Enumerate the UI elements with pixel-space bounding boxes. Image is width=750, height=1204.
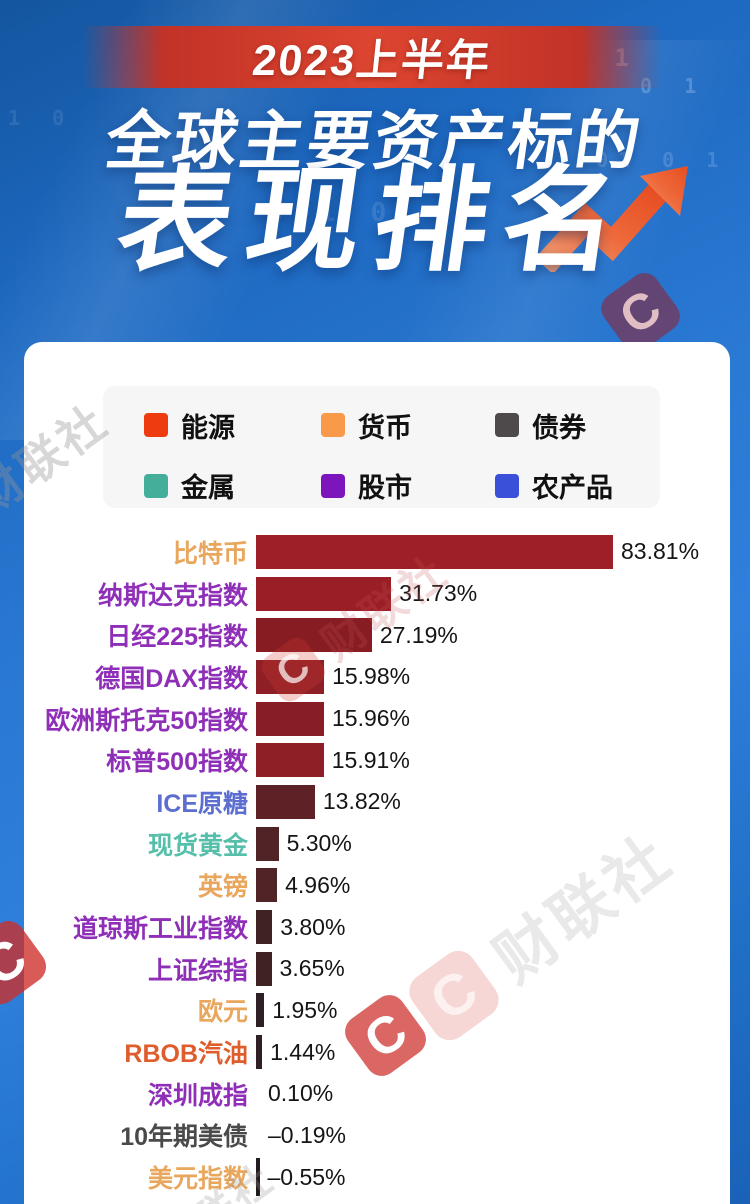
chart-row: 美元指数 –0.55% (24, 1156, 730, 1198)
value-label: 15.98% (332, 663, 411, 690)
value-bar (256, 576, 392, 611)
asset-name-label: RBOB汽油 (124, 1040, 248, 1069)
value-bar (256, 910, 273, 945)
chart-row: RBOB汽油 1.44% (24, 1031, 730, 1073)
asset-name-label: 纳斯达克指数 (97, 581, 248, 610)
asset-name-label: ICE原糖 (156, 789, 248, 818)
chart-row: 欧元 1.95% (24, 990, 730, 1032)
value-bar (256, 826, 279, 861)
asset-name-label: 标普500指数 (106, 748, 248, 777)
value-label: 13.82% (322, 788, 401, 815)
value-label: –0.19% (268, 1121, 347, 1148)
main-title-line2: 表现排名 (110, 158, 640, 285)
chart-row: ICE原糖 13.82% (24, 781, 730, 823)
asset-name-label: 英镑 (197, 873, 248, 902)
asset-name-label: 欧元 (197, 998, 248, 1027)
bonds-swatch-icon (495, 413, 519, 437)
value-label: 15.96% (331, 705, 410, 732)
chart-row: 现货黄金 5.30% (24, 823, 730, 865)
value-label: 3.65% (279, 955, 345, 982)
legend-item-currency: 货币 (321, 411, 495, 443)
chart-row: 欧洲斯托克50指数 15.96% (24, 698, 730, 740)
chart-row: 上证综指 3.65% (24, 948, 730, 990)
chart-row: 英镑 4.96% (24, 865, 730, 907)
chart-row: 标普500指数 15.91% (24, 739, 730, 781)
stocks-swatch-icon (321, 473, 345, 498)
asset-name-label: 比特币 (172, 539, 248, 568)
chart-row: 10年期美债 –0.19% (24, 1115, 730, 1157)
metals-swatch-icon (144, 473, 168, 498)
value-bar (256, 534, 614, 569)
asset-name-label: 道琼斯工业指数 (72, 915, 248, 944)
legend-label: 货币 (358, 412, 412, 443)
value-label: 0.10% (268, 1080, 334, 1107)
legend-item-energy: 能源 (144, 411, 321, 443)
value-bar (256, 659, 325, 694)
chart-row: 纳斯达克指数 31.73% (24, 573, 730, 615)
value-label: –0.55% (267, 1163, 346, 1190)
value-bar (256, 701, 324, 736)
rising-arrow-icon (538, 166, 688, 272)
asset-name-label: 欧洲斯托克50指数 (45, 706, 248, 735)
legend-item-stocks: 股市 (321, 472, 495, 503)
chart-row: 德国DAX指数 15.98% (24, 656, 730, 698)
legend-item-bonds: 债券 (495, 411, 695, 443)
value-label: 1.44% (270, 1038, 336, 1065)
chart-row: 比特币 83.81% (24, 531, 730, 573)
legend-label: 债券 (532, 412, 586, 443)
chart-row: 深圳成指 0.10% (24, 1073, 730, 1115)
period-banner: 2023上半年 (82, 26, 662, 88)
agriculture-swatch-icon (495, 473, 519, 498)
legend-item-agriculture: 农产品 (495, 472, 695, 503)
value-bar (256, 618, 372, 653)
currency-swatch-icon (321, 413, 345, 437)
bar-chart-rows: 比特币 83.81% 纳斯达克指数 31.73% 日经225指数 27.19% … (24, 531, 730, 1198)
energy-swatch-icon (144, 413, 168, 437)
legend-label: 股市 (358, 473, 412, 503)
value-label: 15.91% (331, 746, 410, 773)
asset-name-label: 深圳成指 (147, 1081, 248, 1110)
value-bar (256, 743, 324, 778)
binary-digits-decor: 1 0 (8, 106, 75, 130)
value-bar (256, 1158, 260, 1197)
binary-digits-decor: 01 0 1 (596, 148, 729, 172)
asset-name-label: 现货黄金 (147, 831, 248, 860)
value-label: 27.19% (379, 621, 458, 648)
chart-card: 能源 货币 债券 金属 股市 农产品 (24, 342, 730, 1204)
period-banner-text: 2023上半年 (249, 37, 494, 85)
value-bar (256, 993, 265, 1028)
value-label: 1.95% (272, 996, 338, 1023)
value-bar (256, 951, 272, 986)
asset-name-label: 10年期美债 (120, 1123, 248, 1152)
legend-item-metals: 金属 (144, 472, 321, 503)
value-label: 83.81% (621, 538, 700, 565)
value-label: 3.80% (280, 913, 346, 940)
value-bar (256, 868, 278, 903)
asset-name-label: 美元指数 (147, 1165, 248, 1194)
asset-name-label: 日经225指数 (106, 623, 248, 652)
value-label: 4.96% (285, 871, 351, 898)
legend-label: 农产品 (532, 473, 613, 503)
asset-name-label: 德国DAX指数 (95, 664, 248, 693)
legend-label: 能源 (181, 412, 235, 443)
value-label: 31.73% (399, 580, 478, 607)
legend-label: 金属 (181, 473, 235, 503)
value-label: 5.30% (286, 830, 352, 857)
legend: 能源 货币 债券 金属 股市 农产品 (103, 386, 660, 508)
value-bar (256, 784, 315, 819)
chart-row: 道琼斯工业指数 3.80% (24, 906, 730, 948)
binary-digits-decor: 0 1 0 (268, 198, 397, 228)
chart-row: 日经225指数 27.19% (24, 614, 730, 656)
asset-name-label: 上证综指 (147, 956, 248, 985)
value-bar (256, 1035, 263, 1070)
